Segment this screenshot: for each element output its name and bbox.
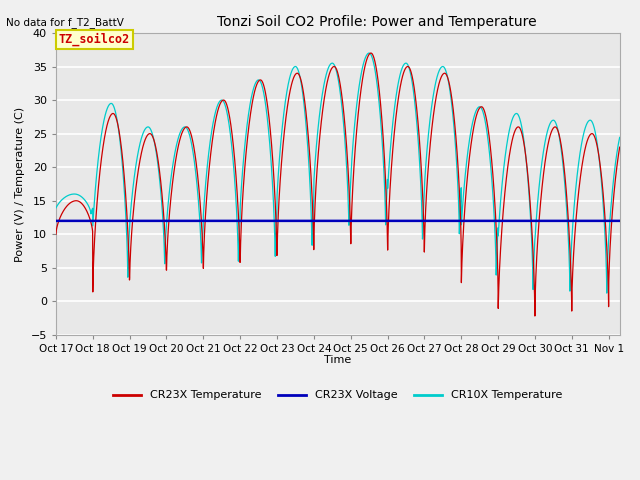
Text: TZ_soilco2: TZ_soilco2 [59,33,130,47]
Y-axis label: Power (V) / Temperature (C): Power (V) / Temperature (C) [15,107,25,262]
X-axis label: Time: Time [324,355,351,365]
Title: Tonzi Soil CO2 Profile: Power and Temperature: Tonzi Soil CO2 Profile: Power and Temper… [218,15,537,29]
Text: No data for f_T2_BattV: No data for f_T2_BattV [6,17,124,28]
Legend: CR23X Temperature, CR23X Voltage, CR10X Temperature: CR23X Temperature, CR23X Voltage, CR10X … [109,386,566,405]
